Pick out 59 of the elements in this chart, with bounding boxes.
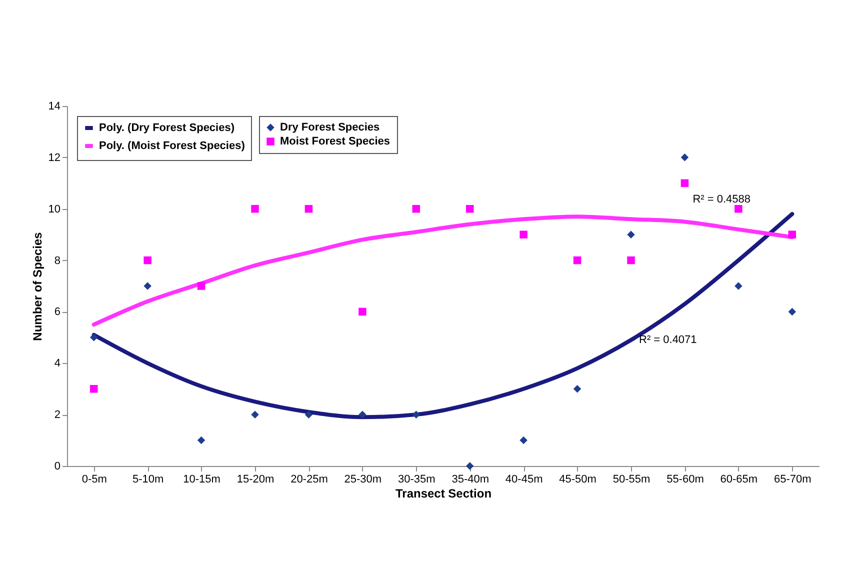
y-tick-label: 14 (48, 100, 60, 112)
point (251, 204, 259, 213)
point (573, 384, 582, 393)
y-tick-label: 4 (54, 358, 60, 370)
point (627, 256, 635, 264)
x-tick-label: 65-70m (774, 474, 812, 486)
legend-label: Poly. (Dry Forest Species) (99, 122, 235, 134)
point (197, 282, 206, 290)
y-tick-label: 2 (54, 409, 60, 422)
point (520, 230, 528, 238)
point (251, 410, 259, 418)
x-tick-label: 10-15m (183, 474, 220, 486)
legend-label: Moist Forest Species (280, 136, 390, 148)
x-tick-label: 5-10m (132, 474, 164, 486)
x-tick-label: 55-60m (666, 474, 704, 486)
y-tick-label: 6 (54, 306, 60, 318)
x-tick-label: 60-65m (720, 474, 758, 486)
line-series (92, 212, 794, 420)
point (412, 204, 420, 213)
point (734, 204, 742, 213)
point (358, 410, 366, 418)
y-tick-label: 0 (54, 460, 60, 472)
x-tick-label: 15-20m (236, 474, 274, 486)
annotation: R² = 0.4071 (639, 334, 697, 346)
point (573, 256, 582, 264)
x-tick-label: 50-55m (612, 474, 650, 486)
point (304, 410, 313, 418)
x-tick-label: 45-50m (559, 474, 596, 486)
point (520, 436, 528, 444)
x-tick-label: 30-35m (398, 474, 436, 486)
annotation: R² = 0.4588 (692, 194, 751, 206)
point (90, 334, 98, 342)
x-tick-label: 35-40m (452, 474, 490, 486)
legend-label: Poly. (Moist Forest Species) (99, 140, 246, 152)
point (144, 282, 152, 290)
x-tick-label: 40-45m (505, 474, 543, 486)
point (788, 308, 796, 316)
point (358, 308, 366, 316)
point (304, 204, 313, 213)
point (788, 230, 796, 238)
y-tick-label: 12 (48, 152, 60, 164)
x-tick-label: 0-5m (82, 474, 107, 486)
legend-label: Dry Forest Species (280, 122, 380, 134)
y-tick-label: 10 (48, 203, 60, 216)
point (680, 154, 689, 162)
point (197, 436, 206, 444)
point (680, 179, 689, 188)
point (734, 282, 742, 290)
point (466, 204, 474, 213)
point (144, 256, 152, 264)
y-axis-title: Number of Species (30, 232, 44, 341)
point (412, 410, 420, 418)
point (466, 462, 474, 470)
y-tick-label: 8 (54, 254, 60, 267)
point (627, 230, 635, 238)
point (90, 384, 98, 393)
x-tick-label: 20-25m (290, 474, 328, 486)
x-tick-label: 25-30m (344, 474, 382, 486)
x-axis-title: Transect Section (395, 486, 492, 500)
